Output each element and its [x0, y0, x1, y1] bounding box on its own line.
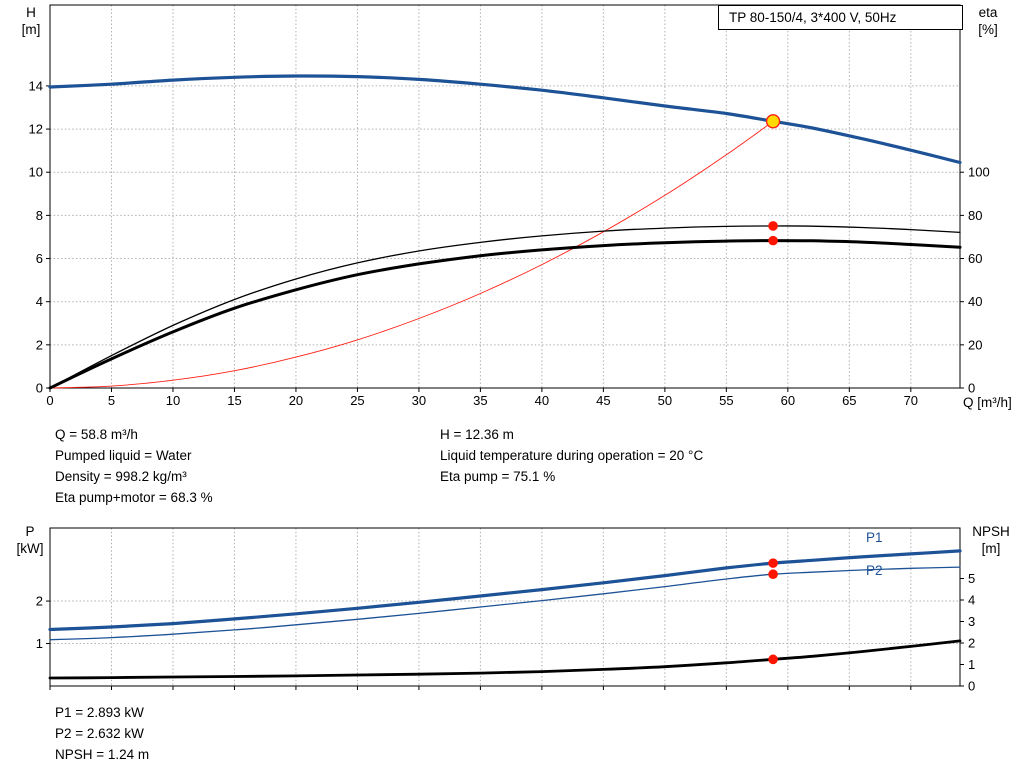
svg-text:1: 1: [36, 636, 43, 651]
h-axis-label: H [m]: [14, 4, 48, 38]
svg-text:20: 20: [968, 337, 982, 352]
pump-type-title-box: TP 80-150/4, 3*400 V, 50Hz: [718, 5, 963, 30]
svg-text:40: 40: [535, 393, 549, 408]
pumped-liquid-text: Pumped liquid = Water: [55, 448, 192, 463]
series-eta-pump: [49, 225, 961, 389]
eta-axis-unit: [%]: [978, 22, 998, 37]
npsh-marker: [768, 654, 778, 665]
svg-text:0: 0: [36, 381, 43, 396]
series-system-curve: [49, 120, 774, 389]
eta-pump-motor-text: Eta pump+motor = 68.3 %: [55, 490, 213, 505]
svg-text:1: 1: [968, 657, 975, 672]
svg-text:35: 35: [473, 393, 487, 408]
svg-text:6: 6: [36, 251, 43, 266]
series-p2: [49, 566, 961, 641]
eta-pump-marker: [768, 221, 778, 231]
svg-text:5: 5: [968, 571, 975, 586]
duty-point-marker: [765, 114, 781, 129]
svg-text:80: 80: [968, 208, 982, 223]
svg-text:2: 2: [36, 337, 43, 352]
svg-text:14: 14: [29, 78, 43, 93]
svg-text:100: 100: [968, 165, 990, 180]
flow-text: Q = 58.8 m³/h: [55, 427, 138, 442]
svg-text:25: 25: [350, 393, 364, 408]
pump-type-title: TP 80-150/4, 3*400 V, 50Hz: [729, 10, 897, 25]
eta-pump-text: Eta pump = 75.1 %: [440, 469, 556, 484]
npsh-result-text: NPSH = 1.24 m: [55, 747, 150, 762]
svg-text:5: 5: [108, 393, 115, 408]
svg-text:65: 65: [842, 393, 856, 408]
svg-text:30: 30: [412, 393, 426, 408]
q-axis-label: Q [m³/h]: [963, 395, 1012, 410]
svg-text:10: 10: [29, 165, 43, 180]
p1-result-text: P1 = 2.893 kW: [55, 705, 144, 720]
svg-text:15: 15: [227, 393, 241, 408]
p1-series-label: P1: [866, 530, 883, 545]
svg-text:50: 50: [658, 393, 672, 408]
p2-marker: [768, 569, 778, 580]
eta-pump-motor-marker: [768, 235, 778, 246]
svg-text:2: 2: [36, 594, 43, 609]
svg-text:2: 2: [968, 636, 975, 651]
svg-text:45: 45: [596, 393, 610, 408]
p-axis-unit: [kW]: [16, 541, 44, 556]
operating-point-right-column: H = 12.36 m Liquid temperature during op…: [440, 424, 703, 487]
svg-text:60: 60: [968, 251, 982, 266]
series-npsh: [48, 639, 962, 680]
svg-text:0: 0: [968, 679, 975, 694]
npsh-axis-unit: [m]: [981, 541, 1001, 556]
series-eta-pump-motor: [48, 239, 962, 390]
p2-result-text: P2 = 2.632 kW: [55, 726, 144, 741]
series-p1: [48, 549, 962, 632]
eta-axis-symbol: eta: [978, 5, 998, 20]
p-axis-label: P [kW]: [10, 523, 50, 557]
head-text: H = 12.36 m: [440, 427, 514, 442]
svg-text:10: 10: [166, 393, 180, 408]
density-text: Density = 998.2 kg/m³: [55, 469, 187, 484]
p1-marker: [768, 558, 778, 568]
series-head: [48, 74, 962, 165]
npsh-axis-label: NPSH [m]: [966, 523, 1016, 557]
svg-text:0: 0: [968, 381, 975, 396]
operating-point-left-column: Q = 58.8 m³/h Pumped liquid = Water Dens…: [55, 424, 213, 508]
svg-text:4: 4: [968, 593, 975, 608]
h-axis-unit: [m]: [21, 22, 41, 37]
p2-series-label: P2: [866, 563, 883, 578]
svg-text:20: 20: [289, 393, 303, 408]
svg-text:8: 8: [36, 208, 43, 223]
svg-text:12: 12: [29, 122, 43, 137]
svg-text:70: 70: [904, 393, 918, 408]
svg-text:40: 40: [968, 294, 982, 309]
npsh-axis-symbol: NPSH: [972, 524, 1010, 539]
svg-text:60: 60: [781, 393, 795, 408]
eta-axis-label: eta [%]: [970, 4, 1006, 38]
svg-text:4: 4: [36, 294, 43, 309]
svg-text:0: 0: [46, 393, 53, 408]
svg-text:55: 55: [719, 393, 733, 408]
liquid-temperature-text: Liquid temperature during operation = 20…: [440, 448, 704, 463]
svg-text:3: 3: [968, 614, 975, 629]
results-column: P1 = 2.893 kW P2 = 2.632 kW NPSH = 1.24 …: [55, 702, 149, 765]
h-axis-symbol: H: [26, 5, 36, 20]
p-axis-symbol: P: [25, 524, 35, 539]
